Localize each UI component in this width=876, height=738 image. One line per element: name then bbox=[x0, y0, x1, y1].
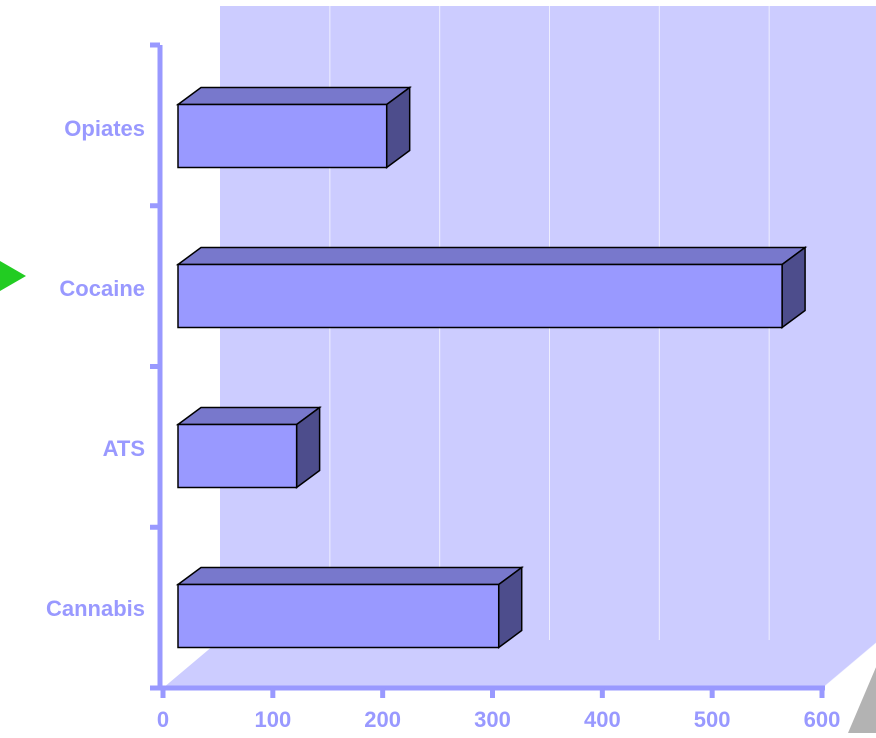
highlight-marker bbox=[0, 261, 26, 291]
x-tick-label: 0 bbox=[157, 707, 169, 732]
bar-cannabis bbox=[175, 566, 524, 649]
bar-top-face bbox=[175, 406, 322, 426]
green-arrow-icon bbox=[0, 261, 26, 291]
bar-series bbox=[175, 86, 808, 649]
x-tick-label: 200 bbox=[364, 707, 401, 732]
bar-top-face bbox=[175, 566, 524, 586]
x-tick-label: 100 bbox=[254, 707, 291, 732]
bar-ats bbox=[175, 406, 322, 489]
chart-axes bbox=[150, 42, 825, 698]
category-label-cocaine: Cocaine bbox=[59, 276, 145, 301]
chart-floor bbox=[163, 640, 876, 733]
bar-front-face bbox=[177, 583, 500, 649]
bar-opiates bbox=[175, 86, 412, 169]
bar-front-face bbox=[177, 263, 783, 329]
x-tick-label: 400 bbox=[584, 707, 621, 732]
category-label-opiates: Opiates bbox=[64, 116, 145, 141]
x-tick-label: 500 bbox=[694, 707, 731, 732]
category-label-ats: ATS bbox=[103, 436, 145, 461]
x-tick-label: 300 bbox=[474, 707, 511, 732]
floor-panel bbox=[163, 640, 876, 688]
x-tick-label: 600 bbox=[804, 707, 841, 732]
bar-front-face bbox=[177, 423, 298, 489]
bar-front-face bbox=[177, 103, 388, 169]
bar-top-face bbox=[175, 86, 412, 106]
axis-labels: 0 100 200 300 400 500 600 Opiates Cocaine ATS Cann… bbox=[46, 116, 840, 732]
floor-corner-shade bbox=[848, 667, 876, 733]
bar-top-face bbox=[175, 246, 808, 266]
bar-cocaine bbox=[175, 246, 808, 329]
category-label-cannabis: Cannabis bbox=[46, 596, 145, 621]
